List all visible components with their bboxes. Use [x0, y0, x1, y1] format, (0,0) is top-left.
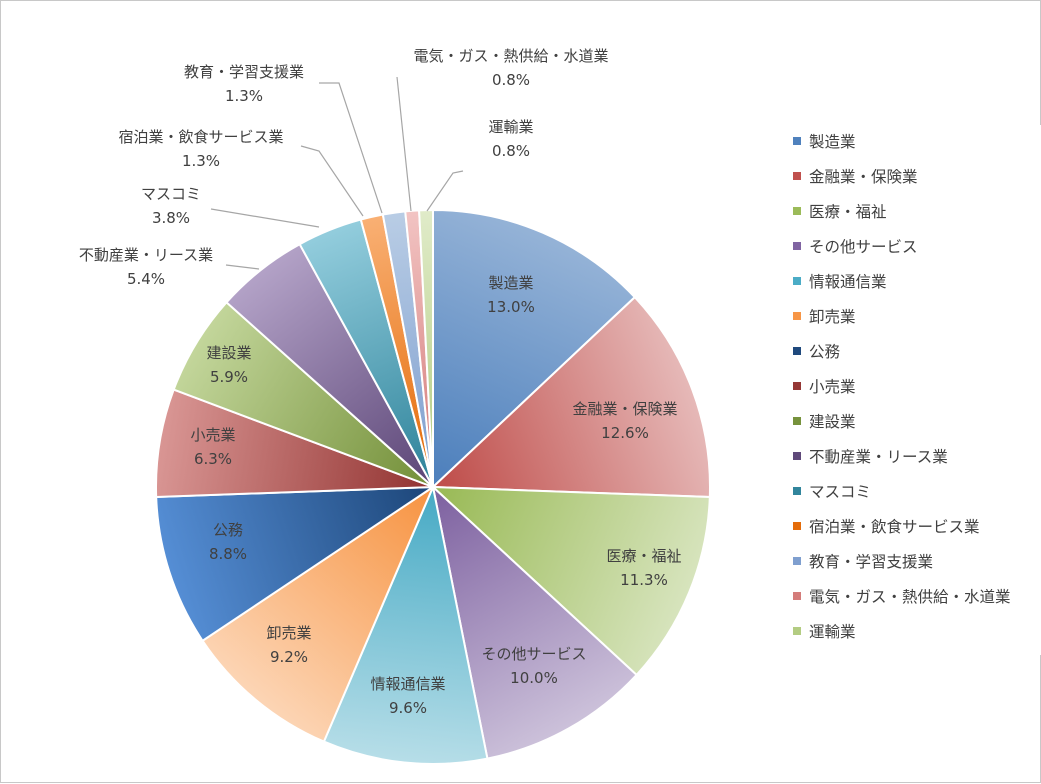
leader-line-11: [300, 145, 364, 217]
legend-item-3: その他サービス: [793, 236, 918, 256]
slice-label-8: 建設業: [206, 344, 251, 362]
slice-label-6: 公務: [213, 521, 243, 539]
slice-value-2: 11.3%: [620, 571, 668, 589]
slice-value-1: 12.6%: [601, 424, 649, 442]
slice-value-14: 0.8%: [492, 142, 530, 160]
slice-value-4: 9.6%: [389, 699, 427, 717]
slice-label-5: 卸売業: [266, 624, 311, 642]
slice-label-7: 小売業: [190, 426, 235, 444]
legend-label-6: 公務: [809, 343, 841, 361]
slice-value-0: 13.0%: [487, 298, 535, 316]
legend-label-0: 製造業: [809, 133, 856, 151]
leader-line-12: [319, 82, 383, 214]
legend-item-0: 製造業: [793, 131, 856, 151]
slice-label-3: その他サービス: [481, 645, 586, 663]
slice-label-0: 製造業: [488, 274, 533, 292]
legend-label-7: 小売業: [809, 378, 856, 396]
legend-item-13: 電気・ガス・熱供給・水道業: [793, 586, 1011, 606]
leader-line-9: [225, 264, 260, 270]
slice-value-5: 9.2%: [270, 648, 308, 666]
legend-label-10: マスコミ: [809, 483, 872, 501]
legend-label-13: 電気・ガス・熱供給・水道業: [809, 588, 1011, 606]
legend-swatch-9: [793, 452, 801, 460]
pie-slice-5: [201, 484, 436, 743]
leader-line-10: [210, 208, 320, 228]
slice-value-13: 0.8%: [492, 71, 530, 89]
slice-value-8: 5.9%: [210, 368, 248, 386]
legend-item-12: 教育・学習支援業: [793, 551, 933, 571]
slice-value-7: 6.3%: [194, 450, 232, 468]
legend-swatch-1: [793, 172, 801, 180]
slice-value-3: 10.0%: [510, 669, 558, 687]
slice-label-10: マスコミ: [141, 185, 201, 203]
legend-swatch-4: [793, 277, 801, 285]
legend-item-8: 建設業: [793, 411, 856, 431]
slice-label-12: 教育・学習支援業: [184, 63, 304, 81]
legend-swatch-7: [793, 382, 801, 390]
legend-swatch-6: [793, 347, 801, 355]
legend-label-14: 運輸業: [809, 623, 856, 641]
legend-label-1: 金融業・保険業: [809, 168, 918, 186]
legend-label-8: 建設業: [809, 413, 856, 431]
legend-item-7: 小売業: [793, 376, 856, 396]
legend-swatch-5: [793, 312, 801, 320]
slice-value-11: 1.3%: [182, 152, 220, 170]
pie-slice-0: [432, 208, 637, 490]
legend-swatch-2: [793, 207, 801, 215]
pie-slice-3: [431, 484, 638, 760]
slice-label-14: 運輸業: [488, 118, 533, 136]
pie-slice-14: [418, 208, 434, 488]
legend-swatch-12: [793, 557, 801, 565]
legend-label-3: その他サービス: [809, 238, 918, 256]
legend-label-11: 宿泊業・飲食サービス業: [809, 518, 980, 536]
leader-line-14: [426, 170, 464, 212]
legend-label-12: 教育・学習支援業: [809, 553, 934, 571]
legend-label-2: 医療・福祉: [809, 203, 887, 221]
legend-item-2: 医療・福祉: [793, 201, 887, 221]
legend-item-4: 情報通信業: [793, 271, 887, 291]
legend-swatch-3: [793, 242, 801, 250]
slice-label-9: 不動産業・リース業: [79, 246, 213, 264]
legend-swatch-10: [793, 487, 801, 495]
legend-swatch-14: [793, 627, 801, 635]
slice-label-13: 電気・ガス・熱供給・水道業: [413, 47, 608, 65]
pie-slice-2: [430, 485, 711, 677]
legend-item-10: マスコミ: [793, 481, 871, 501]
slice-label-2: 医療・福祉: [606, 547, 681, 565]
pie-slice-1: [430, 295, 711, 499]
legend-label-5: 卸売業: [809, 308, 856, 326]
slice-value-12: 1.3%: [225, 87, 263, 105]
pie-slice-6: [155, 485, 437, 643]
slice-value-9: 5.4%: [127, 270, 165, 288]
legend-item-14: 運輸業: [793, 621, 856, 641]
slice-value-6: 8.8%: [209, 545, 247, 563]
legend-swatch-8: [793, 417, 801, 425]
legend-item-5: 卸売業: [793, 306, 856, 326]
pie-slice-4: [322, 483, 489, 765]
slice-label-1: 金融業・保険業: [572, 400, 677, 418]
legend-swatch-13: [793, 592, 801, 600]
slice-label-11: 宿泊業・飲食サービス業: [118, 128, 283, 146]
legend-label-4: 情報通信業: [809, 273, 887, 291]
slice-value-10: 3.8%: [152, 209, 190, 227]
leader-line-13: [396, 76, 412, 212]
legend-item-11: 宿泊業・飲食サービス業: [793, 516, 980, 536]
legend-swatch-0: [793, 137, 801, 145]
slice-label-4: 情報通信業: [370, 675, 445, 693]
legend-swatch-11: [793, 522, 801, 530]
legend: 製造業金融業・保険業 医療・福祉その他サービス 情報通信業卸売業公務小売業建設業不動…: [783, 125, 1041, 655]
legend-item-1: 金融業・保険業: [793, 166, 918, 186]
legend-item-9: 不動産業・リース業: [793, 446, 948, 466]
legend-label-9: 不動産業・リース業: [809, 448, 948, 466]
legend-item-6: 公務: [793, 341, 840, 361]
